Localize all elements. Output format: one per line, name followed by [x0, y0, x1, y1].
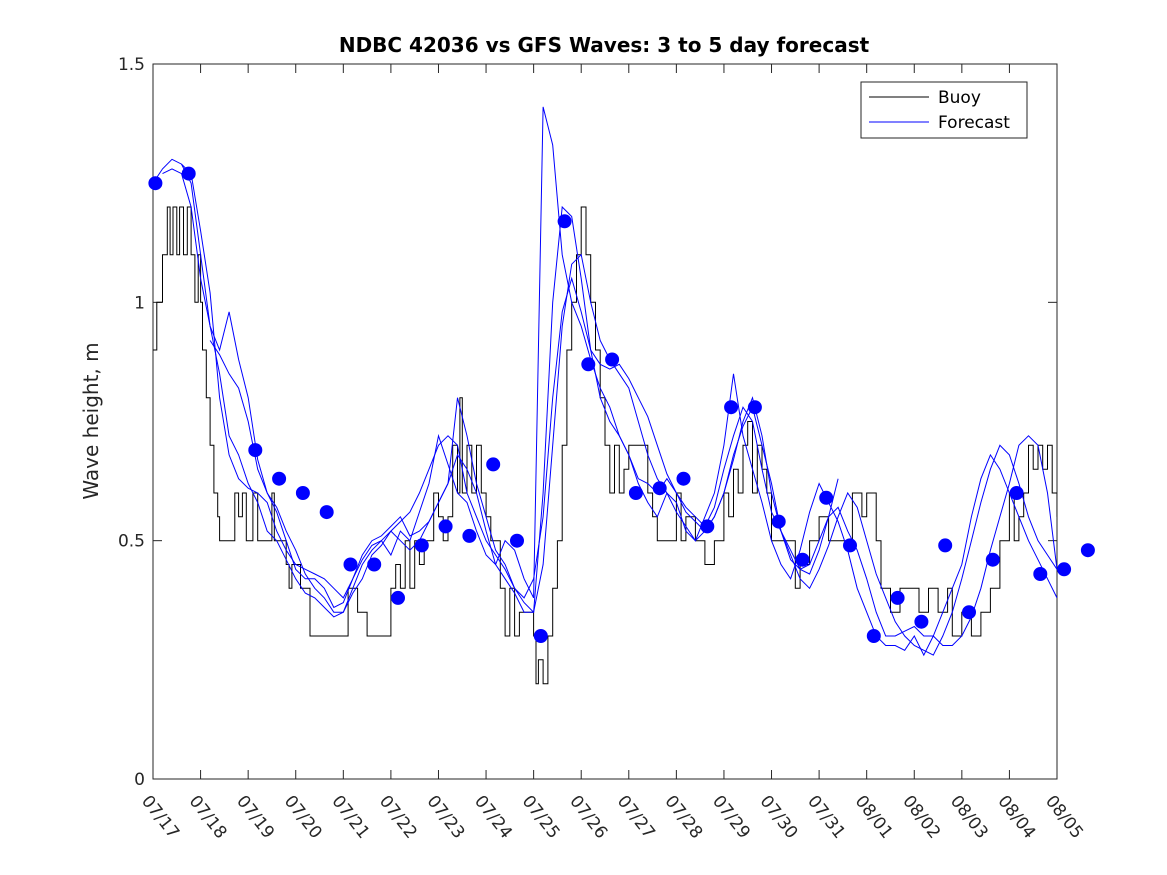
- forecast-marker: [938, 538, 953, 553]
- y-axis-label: Wave height, m: [79, 342, 103, 499]
- forecast-marker: [462, 528, 477, 543]
- forecast-marker: [248, 443, 263, 458]
- forecast-marker: [628, 486, 643, 500]
- forecast-marker: [1080, 543, 1095, 558]
- forecast-marker: [747, 400, 762, 415]
- forecast-series-line-2: [162, 106, 1057, 657]
- forecast-marker: [771, 514, 786, 529]
- forecast-marker: [181, 166, 196, 181]
- forecast-marker: [700, 519, 715, 534]
- forecast-marker: [819, 490, 834, 505]
- legend-box: [860, 81, 1028, 139]
- forecast-marker: [724, 400, 739, 415]
- forecast-marker: [1057, 562, 1072, 577]
- forecast-marker: [962, 605, 976, 620]
- y-tick-label: 1: [134, 293, 145, 313]
- chart-title: NDBC 42036 vs GFS Waves: 3 to 5 day fore…: [339, 33, 870, 57]
- forecast-marker: [843, 538, 857, 553]
- forecast-marker: [1033, 567, 1048, 581]
- forecast-marker: [295, 486, 310, 500]
- forecast-marker: [1009, 486, 1024, 500]
- legend-buoy-label: Buoy: [938, 88, 981, 108]
- forecast-marker: [486, 457, 501, 472]
- forecast-marker: [605, 352, 620, 367]
- forecast-marker: [795, 552, 810, 567]
- forecast-marker: [890, 590, 905, 605]
- forecast-marker: [676, 471, 691, 486]
- forecast-marker: [866, 629, 881, 643]
- forecast-marker: [343, 557, 358, 572]
- forecast-marker: [510, 533, 524, 548]
- forecast-marker: [533, 629, 548, 643]
- forecast-marker: [414, 538, 429, 553]
- marker-layer: [148, 166, 1095, 643]
- forecast-series-line-3: [181, 163, 1057, 656]
- forecast-marker: [319, 505, 334, 520]
- forecast-marker: [914, 614, 929, 629]
- forecast-marker: [272, 471, 287, 486]
- forecast-series-line-1: [153, 158, 1057, 646]
- y-tick-label: 0: [134, 770, 145, 790]
- forecast-marker: [652, 481, 667, 496]
- legend-forecast-label: Forecast: [938, 113, 1010, 133]
- series-layer: [153, 106, 1057, 685]
- forecast-marker: [985, 552, 1000, 567]
- buoy-series-line: [153, 206, 1057, 685]
- y-tick-label: 0.5: [118, 532, 145, 552]
- y-tick-label: 1.5: [118, 55, 145, 75]
- forecast-marker: [581, 357, 596, 372]
- forecast-marker: [367, 557, 382, 572]
- legend: Buoy Forecast: [860, 81, 1028, 139]
- forecast-marker: [557, 214, 572, 229]
- forecast-marker: [148, 176, 163, 191]
- forecast-marker: [438, 519, 453, 534]
- forecast-marker: [391, 590, 405, 605]
- forecast-series-line-4: [209, 276, 839, 613]
